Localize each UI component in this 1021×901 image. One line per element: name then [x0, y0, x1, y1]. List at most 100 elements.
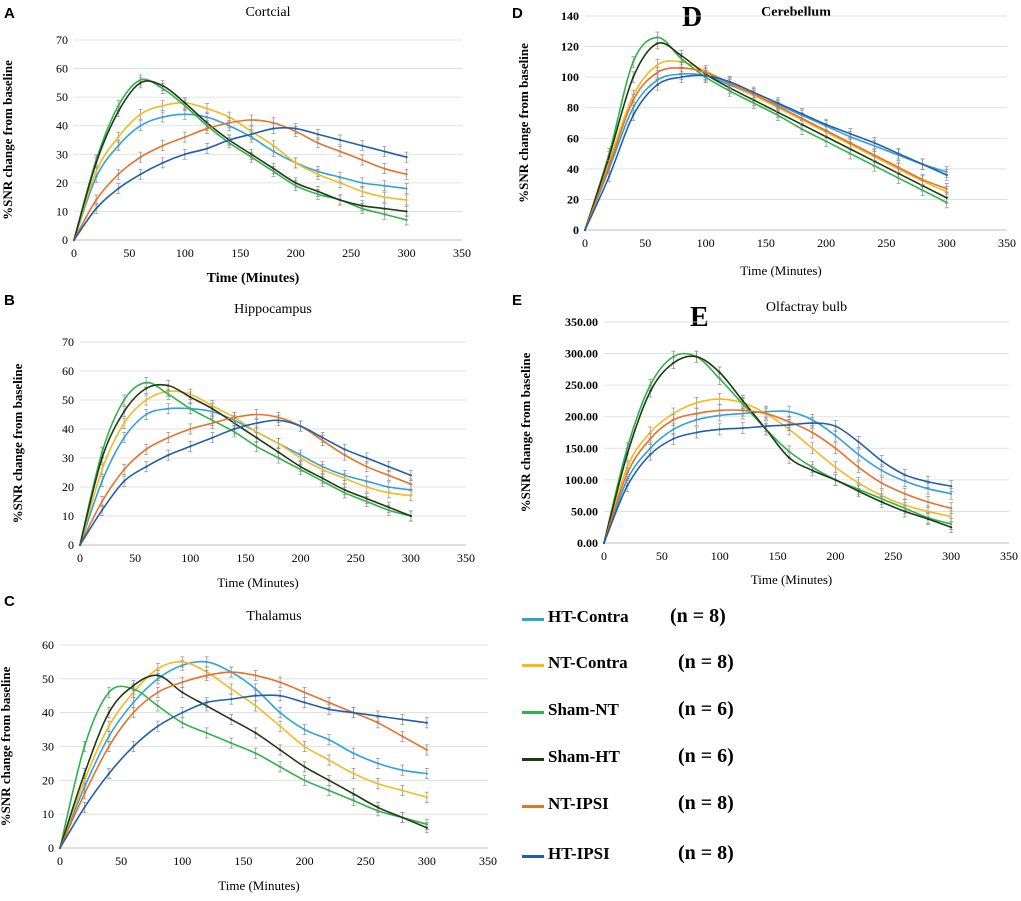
data-point	[764, 412, 768, 415]
y-tick-label: 40	[56, 119, 68, 133]
data-point	[945, 196, 948, 199]
data-point	[352, 752, 355, 755]
data-point	[680, 76, 683, 79]
data-point	[183, 153, 186, 156]
y-tick-label: 150.00	[565, 441, 598, 455]
data-point	[107, 745, 111, 748]
series-line-sham-ht	[584, 42, 948, 231]
data-point	[776, 102, 780, 105]
data-point	[361, 158, 364, 162]
series-line-nt-ipsi	[73, 119, 407, 241]
y-tick-label: 60	[62, 364, 74, 378]
data-point	[383, 150, 386, 153]
data-point	[387, 465, 390, 468]
series-line-ht-ipsi	[584, 74, 948, 231]
chart-title: Cortcial	[245, 5, 290, 20]
data-point	[272, 144, 275, 147]
data-point	[230, 670, 233, 674]
data-point	[338, 181, 342, 184]
data-point	[250, 153, 253, 156]
data-point	[299, 456, 302, 460]
data-point	[788, 456, 791, 459]
data-point	[656, 42, 659, 45]
data-point	[361, 190, 364, 193]
series-line-ht-contra	[73, 113, 407, 241]
series-sham-nt	[78, 377, 413, 547]
data-point	[945, 187, 948, 190]
data-point	[849, 132, 852, 135]
data-point	[294, 127, 297, 130]
data-point	[405, 187, 408, 190]
data-point	[811, 447, 814, 450]
legend-label-ht-contra: HT-Contra	[548, 607, 629, 626]
data-point	[205, 674, 208, 677]
y-tick-label: 100	[561, 70, 579, 84]
data-point	[183, 113, 186, 116]
x-tick-label: 100	[697, 236, 715, 250]
y-axis-label: %SNR change from baseline	[0, 666, 13, 826]
data-point	[100, 456, 104, 460]
y-tick-label: 10	[62, 509, 74, 523]
data-point	[254, 752, 257, 755]
data-point	[327, 708, 331, 711]
series-line-nt-ipsi	[59, 671, 428, 849]
data-point	[303, 745, 306, 748]
data-point	[405, 156, 408, 159]
data-point	[608, 175, 611, 178]
x-tick-label: 100	[176, 246, 194, 260]
data-point	[950, 515, 953, 518]
data-point	[107, 725, 111, 728]
data-point	[352, 772, 355, 775]
data-point	[383, 184, 386, 187]
data-point	[834, 447, 837, 450]
data-point	[926, 487, 930, 490]
data-point	[205, 731, 208, 735]
x-axis-label: Time (Minutes)	[218, 878, 300, 893]
data-point	[139, 81, 142, 84]
data-point	[205, 701, 208, 704]
y-tick-label: 200.00	[565, 410, 598, 424]
data-point	[316, 133, 319, 136]
data-point	[72, 238, 76, 242]
data-point	[132, 684, 135, 687]
data-point	[321, 436, 324, 439]
series-line-sham-nt	[584, 36, 948, 231]
series-nt-ipsi	[58, 666, 429, 850]
series-nt-contra	[583, 56, 949, 232]
x-tick-label: 300	[418, 854, 436, 868]
y-tick-label: 50	[62, 393, 74, 407]
y-tick-label: 50	[42, 672, 54, 686]
legend-count-sham-ht: (n = 6)	[678, 745, 734, 767]
data-point	[880, 500, 883, 504]
data-point	[145, 387, 148, 390]
data-point	[950, 492, 953, 495]
x-tick-label: 50	[115, 854, 127, 868]
data-point	[849, 141, 852, 144]
data-point	[811, 431, 814, 434]
data-point	[156, 674, 159, 677]
series-line-sham-nt	[79, 381, 412, 546]
data-point	[343, 448, 346, 451]
y-tick-label: 30	[42, 740, 54, 754]
data-point	[161, 161, 164, 164]
legend-swatch-nt-ipsi	[522, 805, 544, 808]
data-point	[788, 410, 791, 413]
data-point	[205, 107, 209, 110]
x-tick-label: 200	[817, 236, 835, 250]
legend-count-ht-ipsi: (n = 8)	[678, 842, 734, 864]
data-point	[167, 407, 170, 410]
data-point	[880, 459, 883, 463]
data-point	[205, 127, 209, 130]
series-ht-ipsi	[602, 417, 954, 545]
data-point	[880, 481, 883, 485]
series-line-sham-nt	[603, 352, 952, 544]
y-tick-label: 300.00	[565, 347, 598, 361]
y-tick-label: 20	[42, 773, 54, 787]
data-point	[233, 427, 236, 431]
series-line-nt-contra	[603, 398, 952, 544]
series-line-sham-ht	[603, 355, 952, 544]
data-point	[167, 436, 170, 439]
data-point	[897, 152, 900, 155]
data-point	[825, 123, 828, 126]
